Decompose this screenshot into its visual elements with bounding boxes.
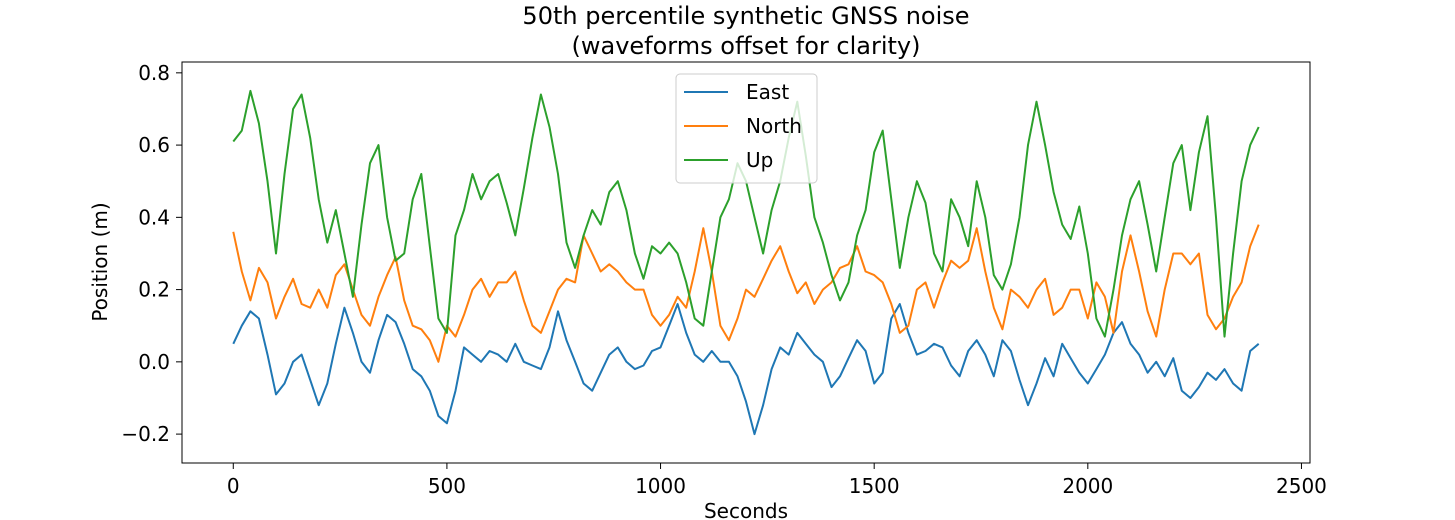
legend: East North Up	[675, 73, 818, 184]
legend-label-up: Up	[746, 148, 773, 172]
legend-box	[675, 73, 818, 184]
chart-title: 50th percentile synthetic GNSS noise	[522, 2, 969, 30]
legend-label-north: North	[746, 114, 802, 138]
y-tick-label: 0.6	[138, 133, 170, 157]
x-axis-label: Seconds	[704, 499, 788, 520]
y-axis: −0.2 0.0 0.2 0.4 0.6 0.8	[121, 61, 182, 446]
y-tick-label: 0.4	[138, 205, 170, 229]
x-tick-label: 2000	[1062, 474, 1113, 498]
y-tick-label: −0.2	[121, 422, 170, 446]
y-tick-label: 0.2	[138, 278, 170, 302]
x-tick-label: 2500	[1276, 474, 1327, 498]
x-tick-label: 1000	[635, 474, 686, 498]
x-tick-label: 500	[428, 474, 466, 498]
y-tick-label: 0.0	[138, 350, 170, 374]
series-line-east	[232, 303, 1260, 436]
chart-subtitle: (waveforms offset for clarity)	[572, 32, 921, 60]
plot-frame	[181, 61, 1311, 464]
x-tick-label: 0	[227, 474, 240, 498]
x-tick-label: 1500	[849, 474, 900, 498]
x-axis: 0 500 1000 1500 2000 2500	[227, 463, 1327, 498]
y-axis-label: Position (m)	[88, 202, 112, 321]
legend-label-east: East	[746, 80, 789, 104]
y-tick-label: 0.8	[138, 61, 170, 85]
series-line-north	[232, 224, 1260, 363]
